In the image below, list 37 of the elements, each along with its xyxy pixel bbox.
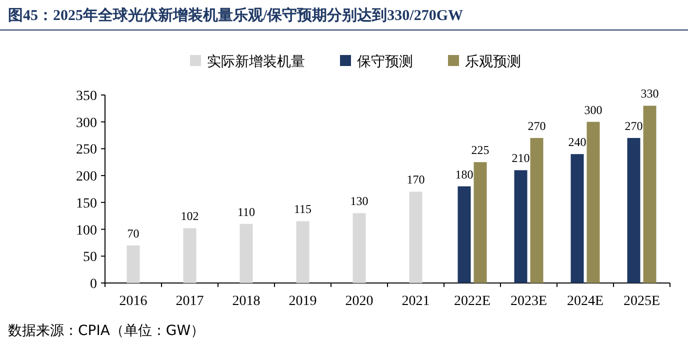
data-label: 330: [640, 86, 659, 101]
data-label: 300: [584, 102, 602, 117]
y-tick-label: 150: [76, 196, 97, 212]
x-tick-label: 2018: [232, 294, 260, 309]
x-tick-label: 2024E: [566, 294, 604, 309]
y-tick-label: 200: [76, 170, 97, 185]
x-tick-label: 2017: [176, 294, 204, 309]
x-tick-label: 2020: [345, 294, 374, 309]
legend-label: 保守预测: [357, 54, 413, 70]
y-tick-label: 350: [76, 89, 97, 104]
data-label: 170: [406, 172, 425, 187]
title: 图45：2025年全球光伏新增装机量乐观/保守预期分别达到330/270GW: [8, 8, 464, 24]
data-label: 130: [350, 194, 368, 208]
data-label: 110: [237, 204, 256, 219]
data-label: 115: [294, 202, 312, 216]
legend-label: 乐观预测: [465, 54, 521, 70]
data-label: 270: [624, 118, 643, 133]
x-tick-label: 2019: [288, 294, 317, 309]
x-tick-label: 2025E: [623, 294, 660, 309]
y-tick-label: 50: [83, 250, 97, 266]
x-tick-label: 2022E: [454, 294, 491, 309]
x-tick-label: 2023E: [510, 294, 548, 309]
legend-label: 实际新增装机量: [207, 54, 305, 70]
data-label: 225: [471, 143, 490, 158]
y-tick-label: 250: [76, 142, 97, 158]
data-label: 102: [180, 209, 199, 224]
y-tick-label: 0: [90, 277, 97, 292]
data-label: 180: [455, 167, 474, 182]
y-tick-label: 300: [76, 116, 97, 131]
data-label: 70: [127, 226, 140, 240]
x-tick-label: 2016: [119, 294, 148, 309]
x-tick-label: 2021: [402, 294, 430, 309]
source-note: 数据来源：CPIA（单位：GW）: [8, 323, 205, 339]
data-label: 270: [528, 118, 546, 133]
y-tick-label: 100: [76, 223, 97, 238]
data-label: 210: [512, 151, 530, 166]
data-label: 240: [568, 135, 586, 150]
